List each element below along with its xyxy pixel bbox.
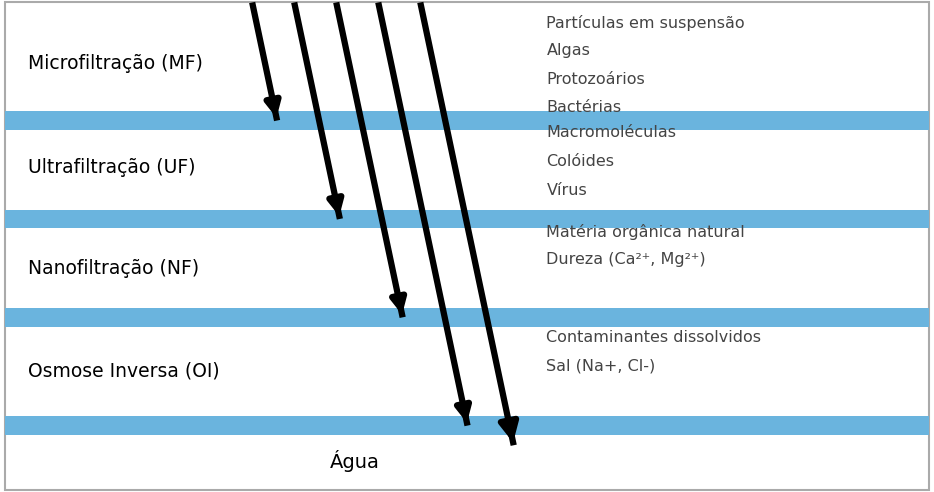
Text: Matéria orgânica natural: Matéria orgânica natural — [546, 224, 745, 240]
Bar — [5, 210, 929, 228]
Text: Água: Água — [330, 450, 380, 472]
Text: Macromoléculas: Macromoléculas — [546, 125, 676, 140]
FancyBboxPatch shape — [5, 2, 929, 490]
Text: Protozoários: Protozoários — [546, 72, 645, 87]
Bar — [5, 308, 929, 327]
Text: Vírus: Vírus — [546, 183, 587, 197]
Text: Ultrafiltração (UF): Ultrafiltração (UF) — [28, 158, 195, 177]
Bar — [5, 111, 929, 130]
Text: Sal (Na+, Cl-): Sal (Na+, Cl-) — [546, 358, 656, 373]
Text: Colóides: Colóides — [546, 154, 615, 169]
Bar — [5, 416, 929, 435]
Text: Microfiltração (MF): Microfiltração (MF) — [28, 55, 203, 73]
Text: Contaminantes dissolvidos: Contaminantes dissolvidos — [546, 330, 761, 344]
Text: Bactérias: Bactérias — [546, 100, 621, 115]
Text: Osmose Inversa (OI): Osmose Inversa (OI) — [28, 362, 219, 381]
Text: Algas: Algas — [546, 43, 590, 58]
Text: Nanofiltração (NF): Nanofiltração (NF) — [28, 259, 199, 277]
Text: Partículas em suspensão: Partículas em suspensão — [546, 15, 745, 31]
Text: Dureza (Ca²⁺, Mg²⁺): Dureza (Ca²⁺, Mg²⁺) — [546, 252, 706, 267]
